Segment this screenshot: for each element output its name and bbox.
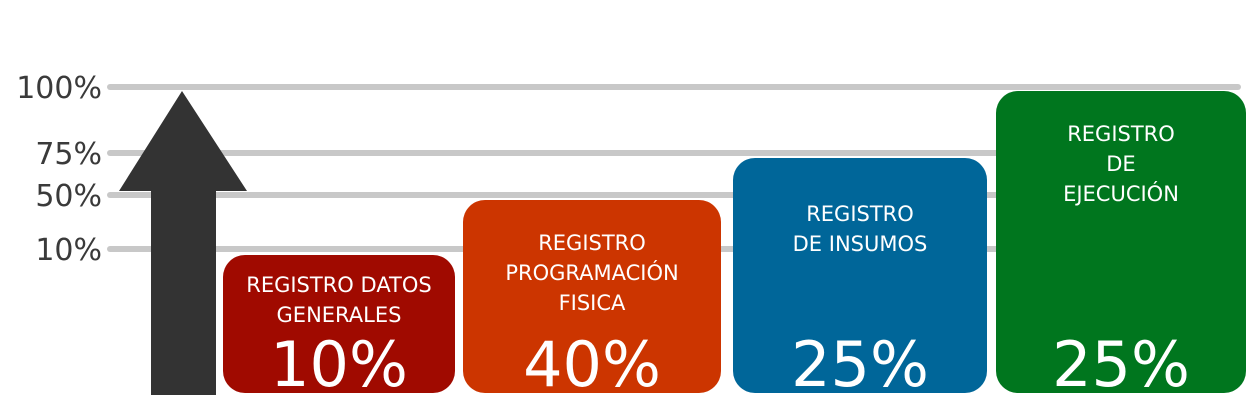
bar-group: REGISTRO PROGRAMACIÓN FISICA 40% <box>463 200 721 400</box>
bar-category-label: DE <box>1106 152 1135 176</box>
bar-category-label: EJECUCIÓN <box>1063 181 1179 206</box>
bar-category-label: REGISTRO <box>806 202 914 226</box>
y-tick-label: 100% <box>16 71 102 106</box>
y-axis-ticks: 100% 75% 50% 10% <box>16 71 102 268</box>
bar-value-label: 40% <box>523 328 661 400</box>
bar-group: REGISTRO DE EJECUCIÓN 25% <box>996 91 1246 400</box>
bar-category-label: REGISTRO DATOS <box>246 273 432 297</box>
bar <box>463 200 721 393</box>
y-tick-label: 10% <box>35 233 102 268</box>
bar-category-label: REGISTRO <box>538 231 646 255</box>
bar-category-label: FISICA <box>559 291 626 315</box>
bar-category-label: REGISTRO <box>1067 122 1175 146</box>
y-tick-label: 50% <box>35 179 102 214</box>
bar <box>733 158 987 393</box>
bar-category-label: PROGRAMACIÓN <box>505 260 678 285</box>
bar <box>996 91 1246 393</box>
bar-category-label: DE INSUMOS <box>793 232 928 256</box>
bar-value-label: 25% <box>1052 328 1190 400</box>
bar-value-label: 25% <box>791 328 929 400</box>
bar-category-label: GENERALES <box>277 303 402 327</box>
y-tick-label: 75% <box>35 137 102 172</box>
bar-value-label: 10% <box>270 328 408 400</box>
bar <box>223 255 455 393</box>
up-arrow-icon <box>119 91 247 395</box>
bar-group: REGISTRO DE INSUMOS 25% <box>733 158 987 400</box>
